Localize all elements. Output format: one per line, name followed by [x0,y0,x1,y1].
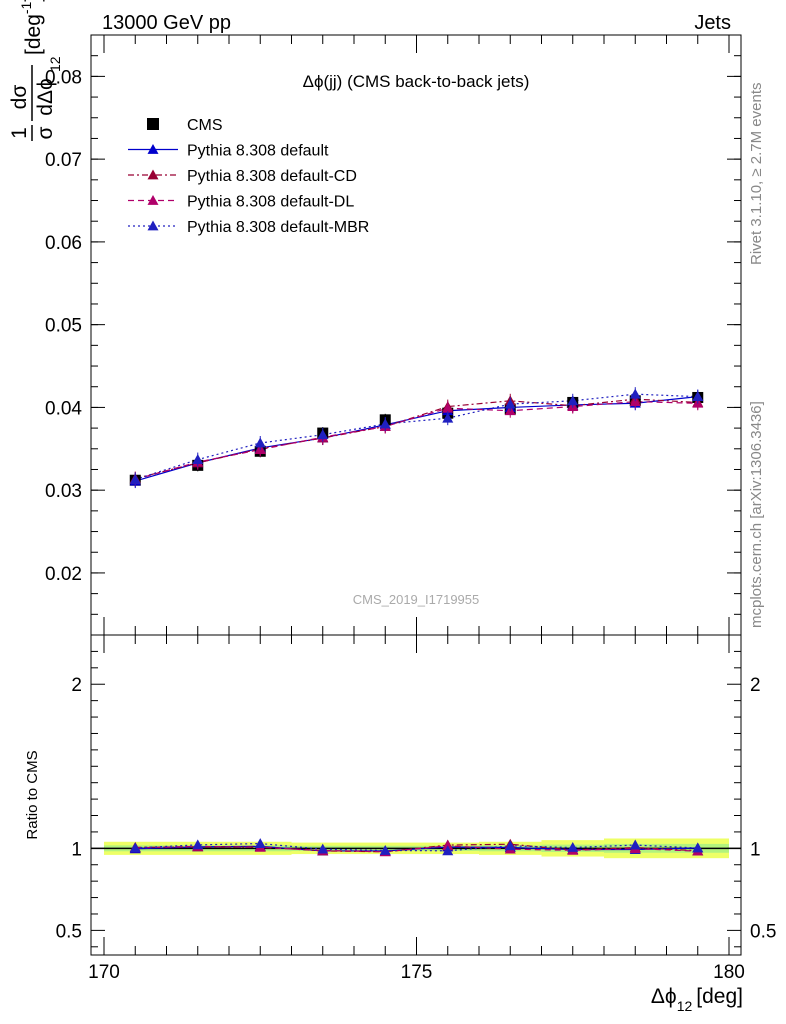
main-series-line [135,398,698,480]
xlabel-unit: [deg] [696,985,743,1008]
mc-data-point [192,454,204,464]
legend-label: CMS [187,117,223,134]
ratio-ytick-label: 1 [71,839,82,860]
source-text: mcplots.cern.ch [arXiv:1306.3436] [748,401,765,628]
ratio-series-line [135,845,698,853]
main-ytick-label: 0.05 [45,316,82,337]
legend-marker [147,144,159,154]
ratio-ytick-label-right: 2 [750,675,761,696]
ylabel-frac-num: 1 [8,127,31,139]
main-ytick-label: 0.07 [45,150,82,171]
mc-data-point [254,437,266,448]
ratio-series-layer [129,838,704,857]
ratio-ytick-label-right: 0.5 [750,921,776,942]
mc-data-point [442,402,454,413]
legend-marker [147,169,159,180]
mc-data-point [317,429,329,440]
ratio-ylabel: Ratio to CMS [24,750,41,839]
legend: CMS Pythia 8.308 default Pythia 8.308 defa… [128,117,369,236]
legend-marker [147,220,159,231]
main-series-layer [129,387,704,489]
ylabel-unit-close: ] [22,0,45,2]
ylabel-deriv-den: dΔϕ [34,78,57,115]
ratio-ytick-label: 2 [71,675,82,696]
legend-label: Pythia 8.308 default-CD [187,168,357,185]
ratio-data-point [379,844,391,855]
ylabel-deriv-num: dσ [8,85,31,110]
ratio-xlabel: Δϕ12 [deg] [651,985,743,1014]
main-ytick-label: 0.04 [45,398,82,419]
mc-data-point [567,395,579,406]
main-ytick-label: 0.03 [45,481,82,502]
main-ytick-label: 0.02 [45,564,82,585]
ylabel-frac-den: σ [34,126,57,139]
mc-data-point [442,412,454,423]
ratio-series-line [135,842,698,852]
main-series-line [135,393,698,480]
energy-label: 13000 GeV pp [102,12,231,34]
main-series-line [135,401,698,480]
ratio-frame [90,634,742,956]
ratio-axes: 0.5 0.5 1 1 2 2 170 175 180 [56,635,776,983]
legend-marker [147,195,159,205]
ratio-xtick-label: 175 [401,962,433,983]
ratio-ytick-label-right: 1 [750,839,761,860]
legend-label: Pythia 8.308 default-MBR [187,219,369,236]
ratio-data-point [629,839,641,850]
ratio-data-point [192,839,204,850]
main-ytick-label: 0.08 [45,67,82,88]
ratio-xtick-label: 180 [713,962,745,983]
ratio-data-point [567,842,579,852]
category-label: Jets [694,12,731,34]
mc-data-point [629,388,641,399]
ylabel-unit-sup: -1 [18,1,34,14]
ratio-data-point [129,842,141,853]
rivet-version-text: Rivet 3.1.10, ≥ 2.7M events [748,83,765,266]
watermark-text: CMS_2019_I1719955 [353,592,480,607]
mc-data-point [692,391,704,402]
ylabel-unit: [deg-1] [18,0,45,55]
ylabel-unit-main: [deg [22,14,45,55]
mc-data-point [379,418,391,429]
main-axes: 0.02 0.03 0.04 0.05 0.06 0.07 0.08 [45,35,741,636]
legend-marker [147,118,159,130]
legend-label: Pythia 8.308 default [187,143,329,160]
ratio-data-point [442,845,454,856]
ratio-ytick-label: 0.5 [56,921,82,942]
ylabel-sub: 12 [47,56,63,72]
ratio-data-point [692,842,704,853]
main-ytick-label: 0.06 [45,233,82,254]
main-panel: 0.02 0.03 0.04 0.05 0.06 0.07 0.08 Δϕ(jj) (CMS… [8,0,742,636]
main-ylabel: 1 σ dσ dΔϕ 12 [deg-1] [8,0,63,141]
main-title: Δϕ(jj) (CMS back-to-back jets) [303,72,530,91]
legend-label: Pythia 8.308 default-DL [187,194,354,211]
ratio-data-point [254,838,266,848]
xlabel-main: Δϕ [651,985,677,1008]
xlabel-sub: 12 [677,998,693,1014]
main-series-line [135,396,698,482]
ratio-data-point [317,843,329,854]
mc-data-point [504,398,516,409]
ratio-xtick-label: 170 [88,962,120,983]
mc-data-point [129,473,141,484]
ratio-data-point [504,840,516,851]
